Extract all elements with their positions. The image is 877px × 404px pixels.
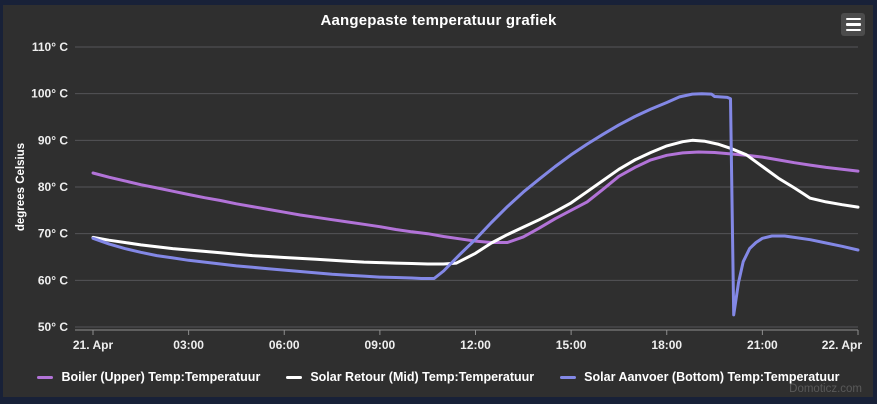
x-tick-label: 15:00 <box>556 338 587 352</box>
legend-swatch <box>286 375 303 379</box>
hamburger-icon <box>845 17 861 32</box>
x-tick-label: 03:00 <box>173 338 204 352</box>
legend-swatch <box>37 375 54 379</box>
legend-label: Solar Aanvoer (Bottom) Temp:Temperatuur <box>584 370 840 384</box>
y-tick-label: 50° C <box>38 320 68 334</box>
y-tick-label: 100° C <box>31 87 68 101</box>
y-tick-label: 60° C <box>38 273 68 287</box>
legend-label: Boiler (Upper) Temp:Temperatuur <box>61 370 261 384</box>
series-line-0[interactable] <box>91 150 860 244</box>
legend-item-2[interactable]: Solar Aanvoer (Bottom) Temp:Temperatuur <box>560 370 840 384</box>
y-tick-label: 90° C <box>38 133 68 147</box>
legend-label: Solar Retour (Mid) Temp:Temperatuur <box>310 370 535 384</box>
legend-item-1[interactable]: Solar Retour (Mid) Temp:Temperatuur <box>286 370 534 384</box>
chart-context-menu-button[interactable] <box>841 13 865 36</box>
x-tick-label: 18:00 <box>651 338 682 352</box>
legend-item-0[interactable]: Boiler (Upper) Temp:Temperatuur <box>37 370 260 384</box>
x-tick-label: 21. Apr <box>73 338 114 352</box>
chart-legend: Boiler (Upper) Temp:Temperatuur Solar Ret… <box>0 365 877 389</box>
y-tick-label: 80° C <box>38 180 68 194</box>
y-tick-label: 110° C <box>32 40 68 54</box>
chart-card <box>3 5 873 397</box>
series-line-2[interactable] <box>91 92 860 317</box>
series-line-1[interactable] <box>91 138 860 266</box>
y-tick-label: 70° C <box>38 227 68 241</box>
x-tick-label: 22. Apr <box>822 338 863 352</box>
chart-title: Aangepaste temperatuur grafiek <box>320 12 557 29</box>
x-tick-label: 06:00 <box>269 338 300 352</box>
x-tick-label: 12:00 <box>460 338 491 352</box>
legend-swatch <box>560 375 577 379</box>
x-tick-label: 21:00 <box>747 338 778 352</box>
credits-watermark[interactable]: Domoticz.com <box>789 383 862 395</box>
x-tick-label: 09:00 <box>365 338 396 352</box>
